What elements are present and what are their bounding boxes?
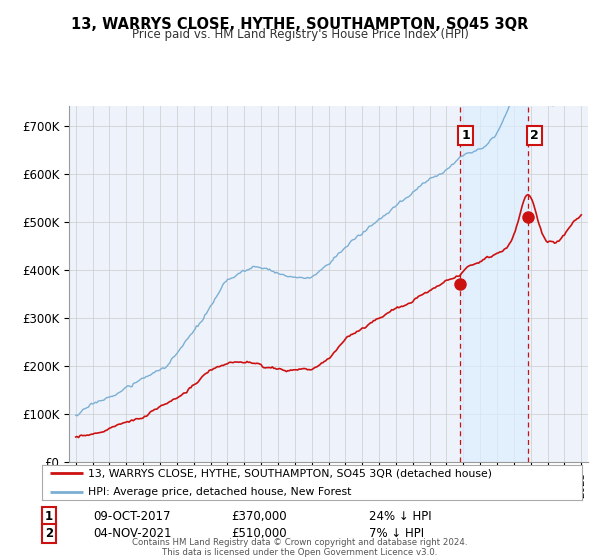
- Text: HPI: Average price, detached house, New Forest: HPI: Average price, detached house, New …: [88, 487, 351, 497]
- Text: 2: 2: [530, 129, 538, 142]
- Text: 13, WARRYS CLOSE, HYTHE, SOUTHAMPTON, SO45 3QR: 13, WARRYS CLOSE, HYTHE, SOUTHAMPTON, SO…: [71, 17, 529, 32]
- Text: 13, WARRYS CLOSE, HYTHE, SOUTHAMPTON, SO45 3QR (detached house): 13, WARRYS CLOSE, HYTHE, SOUTHAMPTON, SO…: [88, 469, 492, 478]
- Text: Price paid vs. HM Land Registry's House Price Index (HPI): Price paid vs. HM Land Registry's House …: [131, 28, 469, 41]
- Text: 1: 1: [461, 129, 470, 142]
- Text: 7% ↓ HPI: 7% ↓ HPI: [369, 527, 424, 540]
- Text: 09-OCT-2017: 09-OCT-2017: [93, 510, 170, 524]
- Text: £510,000: £510,000: [231, 527, 287, 540]
- Text: 1: 1: [45, 510, 53, 524]
- Text: £370,000: £370,000: [231, 510, 287, 524]
- Text: 04-NOV-2021: 04-NOV-2021: [93, 527, 172, 540]
- Text: 24% ↓ HPI: 24% ↓ HPI: [369, 510, 431, 524]
- Text: Contains HM Land Registry data © Crown copyright and database right 2024.
This d: Contains HM Land Registry data © Crown c…: [132, 538, 468, 557]
- Text: 2: 2: [45, 527, 53, 540]
- Bar: [460, 106, 528, 462]
